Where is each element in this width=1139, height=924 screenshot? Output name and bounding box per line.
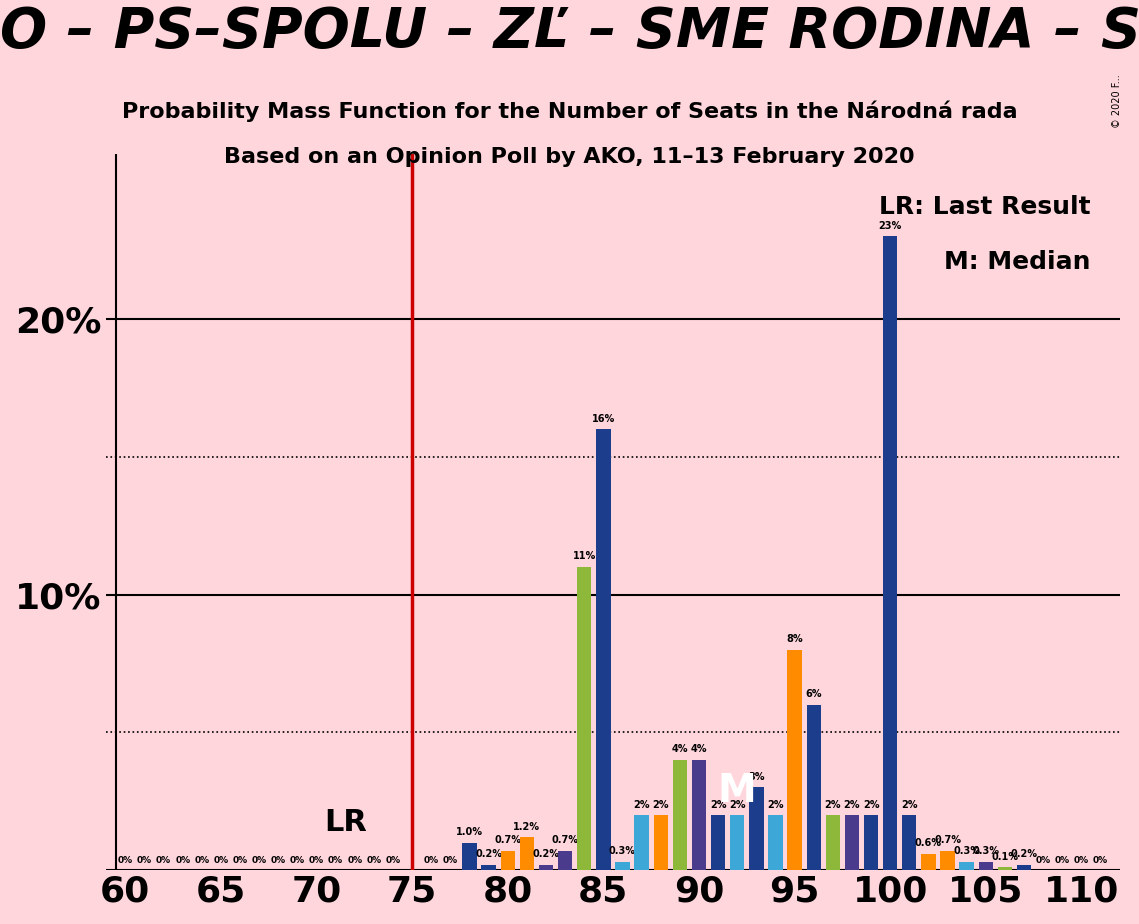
Bar xyxy=(596,429,611,870)
Bar xyxy=(577,567,591,870)
Text: 0%: 0% xyxy=(309,856,325,865)
Bar xyxy=(959,862,974,870)
Text: LR: Last Result: LR: Last Result xyxy=(879,195,1091,219)
Bar xyxy=(519,837,534,870)
Text: 1.2%: 1.2% xyxy=(514,821,540,832)
Text: 2%: 2% xyxy=(901,799,918,809)
Text: 0%: 0% xyxy=(213,856,229,865)
Text: 0.3%: 0.3% xyxy=(953,846,981,857)
Bar xyxy=(806,705,821,870)
Text: 0.2%: 0.2% xyxy=(533,849,559,859)
Bar xyxy=(654,815,667,870)
Bar xyxy=(941,851,954,870)
Text: 8%: 8% xyxy=(786,634,803,644)
Text: 0%: 0% xyxy=(328,856,343,865)
Bar xyxy=(749,787,763,870)
Text: 0%: 0% xyxy=(232,856,247,865)
Bar xyxy=(902,815,917,870)
Bar xyxy=(998,868,1013,870)
Text: 1.0%: 1.0% xyxy=(456,827,483,837)
Text: 2%: 2% xyxy=(710,799,727,809)
Bar xyxy=(615,862,630,870)
Bar xyxy=(673,760,687,870)
Bar xyxy=(730,815,745,870)
Bar xyxy=(845,815,859,870)
Text: 0%: 0% xyxy=(385,856,401,865)
Bar xyxy=(462,843,477,870)
Text: 0%: 0% xyxy=(443,856,458,865)
Text: 0%: 0% xyxy=(347,856,362,865)
Text: 2%: 2% xyxy=(844,799,860,809)
Text: 0%: 0% xyxy=(424,856,439,865)
Text: 2%: 2% xyxy=(653,799,669,809)
Text: 0.1%: 0.1% xyxy=(991,852,1018,862)
Text: 2%: 2% xyxy=(729,799,745,809)
Text: 4%: 4% xyxy=(690,745,707,754)
Text: 11%: 11% xyxy=(573,552,596,562)
Bar xyxy=(787,650,802,870)
Bar xyxy=(482,865,495,870)
Text: 0.7%: 0.7% xyxy=(551,835,579,845)
Text: 0%: 0% xyxy=(1074,856,1089,865)
Text: 0%: 0% xyxy=(156,856,171,865)
Bar xyxy=(711,815,726,870)
Bar xyxy=(539,865,554,870)
Bar xyxy=(863,815,878,870)
Bar xyxy=(1017,865,1031,870)
Bar xyxy=(501,851,515,870)
Text: 2%: 2% xyxy=(633,799,650,809)
Bar xyxy=(978,862,993,870)
Bar xyxy=(634,815,649,870)
Text: © 2020 F...: © 2020 F... xyxy=(1112,74,1122,128)
Text: 2%: 2% xyxy=(825,799,841,809)
Bar xyxy=(883,237,898,870)
Text: 3%: 3% xyxy=(748,772,764,782)
Text: 2%: 2% xyxy=(863,799,879,809)
Bar xyxy=(769,815,782,870)
Text: 0%: 0% xyxy=(117,856,133,865)
Text: 23%: 23% xyxy=(878,221,902,231)
Bar xyxy=(826,815,839,870)
Text: 0%: 0% xyxy=(175,856,190,865)
Text: 0.2%: 0.2% xyxy=(1010,849,1038,859)
Text: M: M xyxy=(718,772,756,809)
Bar xyxy=(558,851,572,870)
Text: 0%: 0% xyxy=(290,856,305,865)
Text: M: Median: M: Median xyxy=(944,250,1091,274)
Text: 0.2%: 0.2% xyxy=(475,849,502,859)
Text: 0.3%: 0.3% xyxy=(609,846,636,857)
Text: 0%: 0% xyxy=(137,856,151,865)
Text: 0.7%: 0.7% xyxy=(494,835,522,845)
Bar xyxy=(691,760,706,870)
Text: 0%: 0% xyxy=(271,856,286,865)
Text: 2%: 2% xyxy=(768,799,784,809)
Text: 0%: 0% xyxy=(252,856,267,865)
Text: 0%: 0% xyxy=(1035,856,1050,865)
Text: Based on an Opinion Poll by AKO, 11–13 February 2020: Based on an Opinion Poll by AKO, 11–13 F… xyxy=(224,147,915,167)
Text: 0.3%: 0.3% xyxy=(973,846,999,857)
Text: 0%: 0% xyxy=(195,856,210,865)
Text: 0%: 0% xyxy=(1055,856,1070,865)
Text: Probability Mass Function for the Number of Seats in the Národná rada: Probability Mass Function for the Number… xyxy=(122,100,1017,122)
Text: 0%: 0% xyxy=(1093,856,1108,865)
Text: 6%: 6% xyxy=(805,689,822,699)
Text: 0.7%: 0.7% xyxy=(934,835,961,845)
Text: O – PS–SPOLU – ZĽ – SME RODINA – SaS – KDH – MOS: O – PS–SPOLU – ZĽ – SME RODINA – SaS – K… xyxy=(0,6,1139,59)
Text: 16%: 16% xyxy=(592,414,615,424)
Bar xyxy=(921,854,935,870)
Text: LR: LR xyxy=(323,808,367,837)
Text: 0%: 0% xyxy=(367,856,382,865)
Text: 0.6%: 0.6% xyxy=(915,838,942,848)
Text: 4%: 4% xyxy=(672,745,688,754)
